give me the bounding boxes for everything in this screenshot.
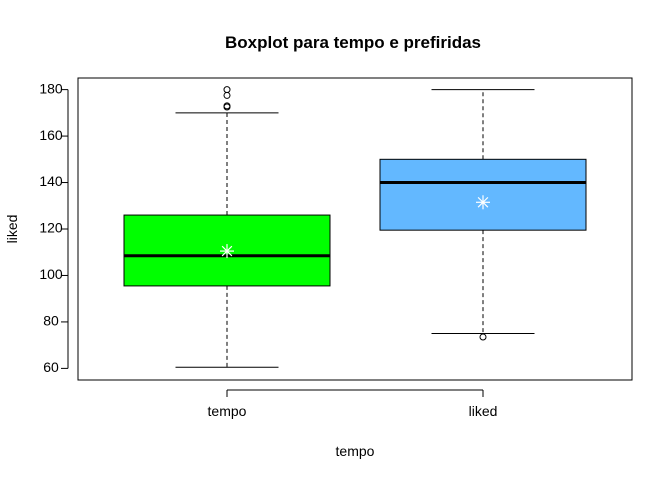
x-axis-label: tempo (336, 443, 375, 459)
y-tick-label: 80 (43, 313, 59, 329)
outlier-point (223, 102, 231, 110)
y-tick-label: 60 (43, 359, 59, 375)
x-axis: tempo liked (208, 389, 498, 419)
y-tick-label: 140 (39, 173, 63, 189)
mean-marker (476, 195, 490, 210)
box-body (379, 158, 587, 231)
outlier-point (479, 333, 487, 341)
y-axis: 60 80 100 120 140 160 180 (39, 80, 69, 375)
y-tick-label: 180 (39, 80, 63, 96)
box-liked (379, 89, 587, 341)
y-tick-label: 160 (39, 127, 63, 143)
chart-title: Boxplot para tempo e prefiridas (225, 33, 481, 52)
mean-marker (220, 244, 234, 259)
x-tick-label: tempo (208, 403, 247, 419)
box-tempo (123, 86, 331, 368)
mean-marker-stroke (477, 196, 489, 208)
plot-frame (77, 77, 633, 381)
y-tick-label: 100 (39, 266, 63, 282)
outlier-point (223, 86, 231, 94)
y-tick-label: 120 (39, 220, 63, 236)
x-tick-label: liked (469, 403, 498, 419)
mean-marker-stroke (221, 245, 233, 257)
box-group (123, 86, 587, 368)
y-axis-label: liked (4, 215, 20, 244)
outlier-point (223, 91, 231, 99)
